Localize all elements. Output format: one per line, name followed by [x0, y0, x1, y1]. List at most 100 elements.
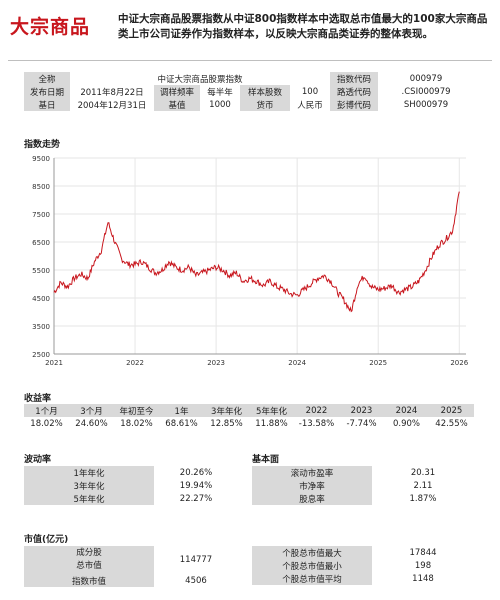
- returns-value-cell: 11.88%: [249, 417, 294, 430]
- returns-header-cell: 3个月: [69, 404, 114, 417]
- volatility-section-title: 波动率: [24, 455, 52, 465]
- fundamentals-row-label: 股息率: [252, 492, 372, 505]
- fundamentals-section-title: 基本面: [252, 455, 280, 465]
- volatility-row-label: 1年年化: [24, 466, 154, 479]
- info-label: 全称: [24, 72, 70, 85]
- y-tick-label: 4500: [32, 295, 50, 303]
- info-value: .CSI000979: [378, 85, 475, 98]
- info-value: 中证大宗商品股票指数: [70, 72, 331, 85]
- fundamentals-row-value: 1.87%: [372, 492, 474, 505]
- header: 大宗商品 中证大宗商品股票指数从中证800指数样本中选取总市值最大的100家大宗…: [8, 8, 492, 56]
- mktcap-row: 成分股 总市值 114777: [24, 546, 238, 574]
- volatility-table: 1年年化 20.26% 3年年化 19.94% 5年年化 22.27%: [24, 466, 238, 505]
- mktcap-row-label: 个股总市值最大: [252, 546, 372, 559]
- x-tick-label: 2022: [126, 359, 144, 367]
- y-tick-label: 6500: [32, 239, 50, 247]
- volatility-row-value: 19.94%: [154, 479, 238, 492]
- returns-value-cell: 18.02%: [24, 417, 69, 430]
- info-label: 路透代码: [330, 85, 379, 98]
- info-row-3: 基日 2004年12月31日 基值 1000 货币 人民币 彭博代码 SH000…: [24, 98, 475, 111]
- info-value: SH000979: [378, 98, 475, 111]
- index-info-table: 全称 中证大宗商品股票指数 指数代码 000979 发布日期 2011年8月22…: [24, 72, 475, 111]
- y-tick-label: 7500: [32, 211, 50, 219]
- mktcap-row-label: 指数市值: [24, 574, 154, 587]
- returns-header-cell: 2024: [384, 404, 429, 417]
- returns-value-cell: 12.85%: [204, 417, 249, 430]
- mktcap-row: 个股总市值平均 1148: [252, 572, 474, 585]
- divider: [8, 60, 492, 61]
- info-label: 货币: [240, 98, 290, 111]
- mktcap-row-value: 198: [372, 559, 474, 572]
- index-brand-title: 大宗商品: [10, 16, 91, 38]
- returns-value-cell: -13.58%: [294, 417, 339, 430]
- mktcap-section-title: 市值(亿元): [24, 535, 69, 545]
- mktcap-row: 指数市值 4506: [24, 574, 238, 587]
- mktcap-row: 个股总市值最小 198: [252, 559, 474, 572]
- mktcap-row-value: 1148: [372, 572, 474, 585]
- fundamentals-row-label: 市净率: [252, 479, 372, 492]
- mktcap-row-label: 成分股 总市值: [24, 546, 154, 574]
- index-description: 中证大宗商品股票指数从中证800指数样本中选取总市值最大的100家大宗商品类上市…: [118, 13, 488, 40]
- mktcap-row-value: 4506: [154, 574, 238, 587]
- returns-section-title: 收益率: [24, 394, 52, 404]
- volatility-row-value: 22.27%: [154, 492, 238, 505]
- info-label: 发布日期: [24, 85, 70, 98]
- mktcap-row-label: 个股总市值平均: [252, 572, 372, 585]
- returns-header-cell: 1个月: [24, 404, 69, 417]
- mktcap-left-table: 成分股 总市值 114777 指数市值 4506: [24, 546, 238, 587]
- volatility-row: 5年年化 22.27%: [24, 492, 238, 505]
- y-tick-label: 3500: [32, 323, 50, 331]
- y-tick-label: 9500: [32, 155, 50, 163]
- x-tick-label: 2026: [450, 359, 468, 367]
- y-tick-label: 2500: [32, 351, 50, 359]
- info-label: 基值: [154, 98, 200, 111]
- returns-header-cell: 3年年化: [204, 404, 249, 417]
- y-tick-label: 8500: [32, 183, 50, 191]
- index-line-series: [53, 191, 460, 313]
- info-label: 样本股数: [240, 85, 290, 98]
- fundamentals-row: 滚动市盈率 20.31: [252, 466, 474, 479]
- fundamentals-row: 市净率 2.11: [252, 479, 474, 492]
- returns-value-cell: 24.60%: [69, 417, 114, 430]
- volatility-row-label: 3年年化: [24, 479, 154, 492]
- info-value: 每半年: [200, 85, 240, 98]
- info-value: 000979: [378, 72, 475, 85]
- returns-value-cell: 18.02%: [114, 417, 159, 430]
- x-tick-label: 2024: [288, 359, 306, 367]
- fundamentals-row-label: 滚动市盈率: [252, 466, 372, 479]
- returns-header-cell: 年初至今: [114, 404, 159, 417]
- returns-header-row: 1个月 3个月 年初至今 1年 3年年化 5年年化 2022 2023 2024 2025: [24, 404, 474, 417]
- info-value: 2004年12月31日: [70, 98, 154, 111]
- mktcap-row: 个股总市值最大 17844: [252, 546, 474, 559]
- returns-header-cell: 2023: [339, 404, 384, 417]
- returns-value-cell: -7.74%: [339, 417, 384, 430]
- info-value: 2011年8月22日: [70, 85, 154, 98]
- info-row-2: 发布日期 2011年8月22日 调样频率 每半年 样本股数 100 路透代码 .…: [24, 85, 475, 98]
- returns-value-row: 18.02% 24.60% 18.02% 68.61% 12.85% 11.88% -13.…: [24, 417, 474, 430]
- y-tick-label: 5500: [32, 267, 50, 275]
- chart-section-title: 指数走势: [24, 140, 61, 150]
- fundamentals-row: 股息率 1.87%: [252, 492, 474, 505]
- returns-header-cell: 2025: [429, 404, 474, 417]
- info-row-1: 全称 中证大宗商品股票指数 指数代码 000979: [24, 72, 475, 85]
- info-value: 1000: [200, 98, 240, 111]
- x-tick-label: 2023: [207, 359, 225, 367]
- mktcap-right-table: 个股总市值最大 17844 个股总市值最小 198 个股总市值平均 1148: [252, 546, 474, 585]
- mktcap-row-label: 个股总市值最小: [252, 559, 372, 572]
- mktcap-row-value: 17844: [372, 546, 474, 559]
- returns-table: 1个月 3个月 年初至今 1年 3年年化 5年年化 2022 2023 2024 2025 18.…: [24, 404, 474, 430]
- returns-value-cell: 42.55%: [429, 417, 474, 430]
- fundamentals-row-value: 20.31: [372, 466, 474, 479]
- index-trend-chart: 9500 8500 7500 6500 5500 4500 3500 2500 2021 2022…: [24, 150, 474, 370]
- info-value: 100: [290, 85, 331, 98]
- info-label: 彭博代码: [330, 98, 379, 111]
- info-label: 调样频率: [154, 85, 200, 98]
- x-tick-label: 2021: [45, 359, 63, 367]
- fundamentals-table: 滚动市盈率 20.31 市净率 2.11 股息率 1.87%: [252, 466, 474, 505]
- returns-header-cell: 5年年化: [249, 404, 294, 417]
- returns-value-cell: 0.90%: [384, 417, 429, 430]
- returns-value-cell: 68.61%: [159, 417, 204, 430]
- returns-header-cell: 2022: [294, 404, 339, 417]
- returns-header-cell: 1年: [159, 404, 204, 417]
